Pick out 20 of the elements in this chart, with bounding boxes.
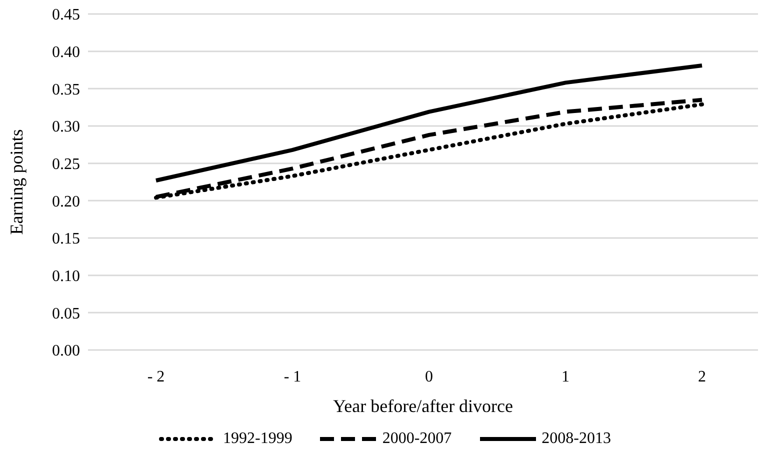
x-tick-label: - 2 — [147, 368, 165, 386]
legend-label: 2000-2007 — [382, 430, 452, 448]
y-tick-label: 0.25 — [52, 156, 80, 174]
x-tick-label: 1 — [562, 368, 570, 386]
legend-label: 1992-1999 — [223, 430, 292, 448]
x-axis-title: Year before/after divorce — [332, 396, 514, 416]
y-tick-label: 0.30 — [52, 118, 80, 136]
x-tick-label: 2 — [698, 368, 706, 386]
y-tick-label: 0.05 — [52, 305, 80, 322]
x-tick-label: 0 — [425, 368, 433, 386]
y-tick-label: 0.45 — [52, 6, 80, 24]
y-axis-title: Earning points — [6, 129, 26, 235]
y-tick-label: 0.20 — [52, 193, 80, 210]
y-tick-label: 0.10 — [52, 268, 80, 286]
y-tick-label: 0.40 — [52, 44, 80, 62]
y-tick-label: 0.15 — [52, 230, 80, 248]
legend-label: 2008-2013 — [542, 430, 611, 448]
y-tick-label: 0.35 — [52, 81, 80, 98]
x-tick-label: - 1 — [284, 368, 302, 386]
y-tick-label: 0.00 — [52, 342, 80, 360]
